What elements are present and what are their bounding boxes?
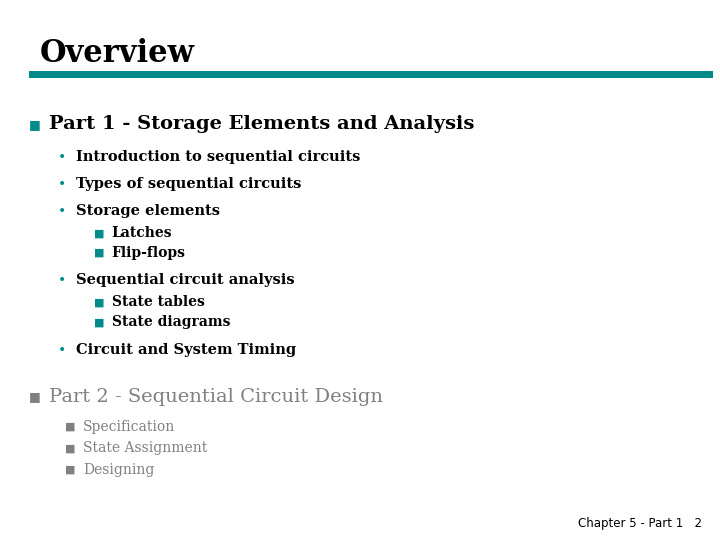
Text: •: •: [58, 150, 66, 164]
Text: Storage elements: Storage elements: [76, 204, 220, 218]
Text: State Assignment: State Assignment: [83, 441, 207, 455]
Text: ■: ■: [94, 248, 104, 258]
Text: Overview: Overview: [40, 38, 194, 69]
Text: •: •: [58, 343, 66, 357]
Text: •: •: [58, 204, 66, 218]
Text: Chapter 5 - Part 1   2: Chapter 5 - Part 1 2: [578, 517, 702, 530]
Text: Types of sequential circuits: Types of sequential circuits: [76, 177, 301, 191]
Text: ■: ■: [94, 228, 104, 238]
Text: ■: ■: [65, 443, 76, 453]
Text: State diagrams: State diagrams: [112, 315, 230, 329]
Text: Flip-flops: Flip-flops: [112, 246, 186, 260]
Bar: [29, 71, 713, 78]
Text: Designing: Designing: [83, 463, 154, 477]
Text: •: •: [58, 177, 66, 191]
Text: ■: ■: [94, 298, 104, 307]
Text: ■: ■: [65, 422, 76, 431]
Text: State tables: State tables: [112, 295, 204, 309]
Text: Part 2 - Sequential Circuit Design: Part 2 - Sequential Circuit Design: [49, 388, 383, 406]
Text: ■: ■: [65, 465, 76, 475]
Text: •: •: [58, 273, 66, 287]
Text: Latches: Latches: [112, 226, 172, 240]
Text: Introduction to sequential circuits: Introduction to sequential circuits: [76, 150, 360, 164]
Text: Sequential circuit analysis: Sequential circuit analysis: [76, 273, 294, 287]
Text: Part 1 - Storage Elements and Analysis: Part 1 - Storage Elements and Analysis: [49, 115, 474, 133]
Text: ■: ■: [94, 318, 104, 327]
Text: Circuit and System Timing: Circuit and System Timing: [76, 343, 296, 357]
Text: Specification: Specification: [83, 420, 175, 434]
Text: ■: ■: [29, 118, 40, 131]
Text: ■: ■: [29, 390, 40, 403]
